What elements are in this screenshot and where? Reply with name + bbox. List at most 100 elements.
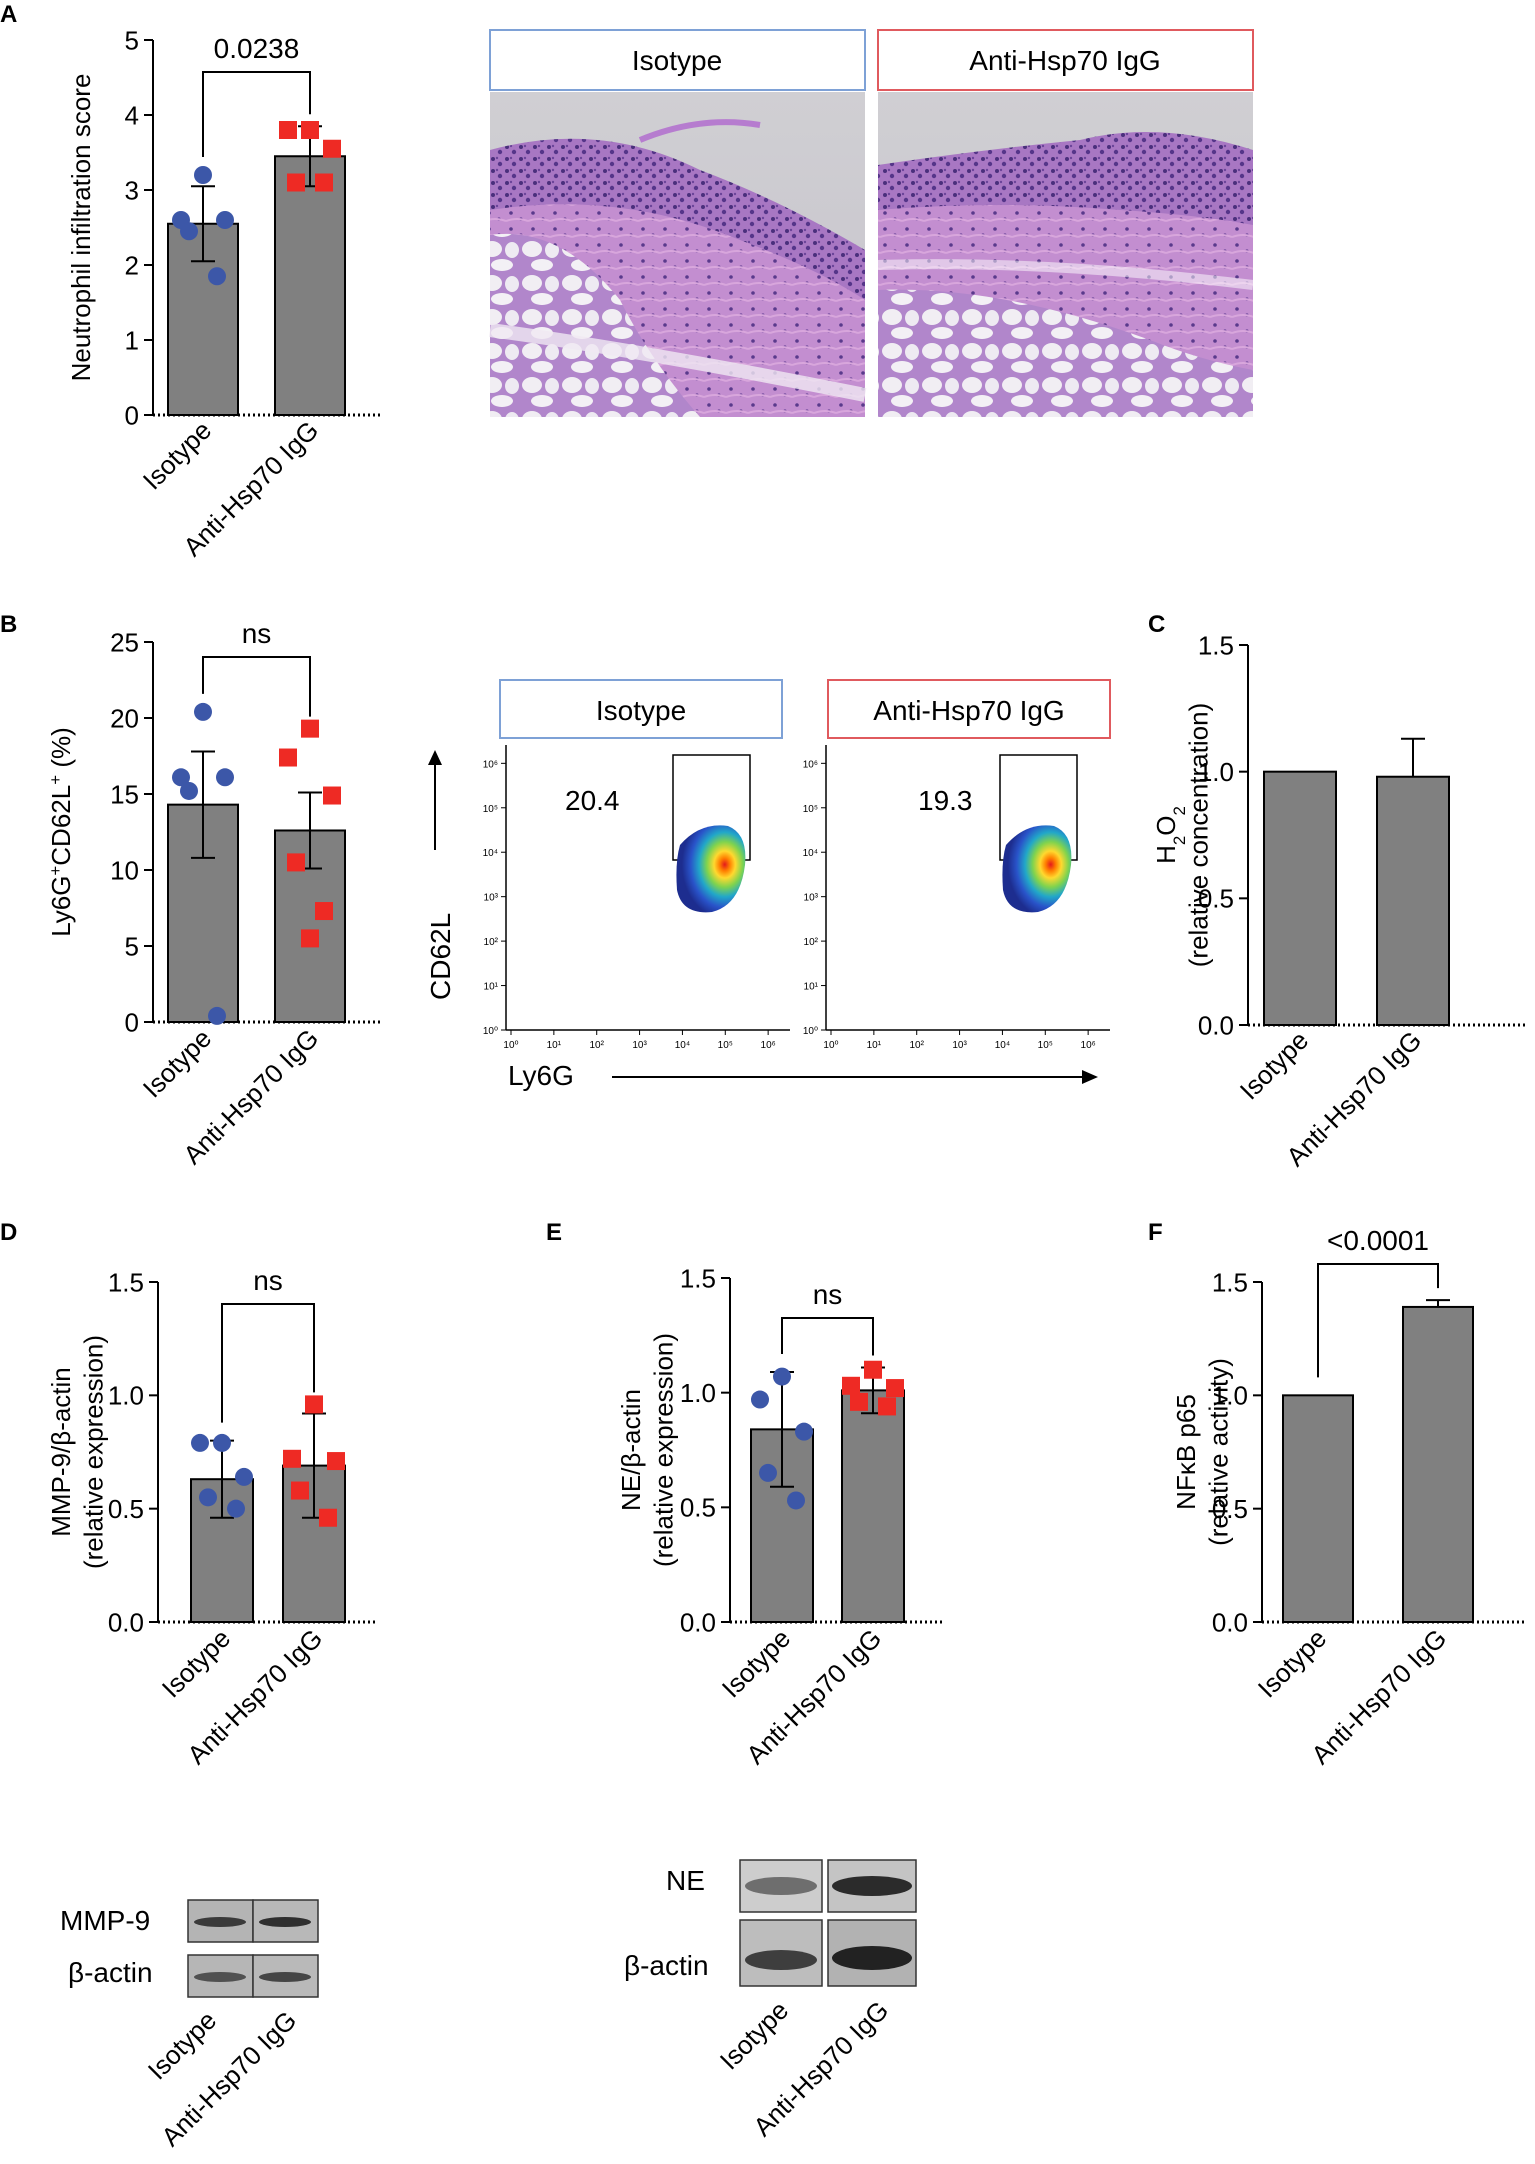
data-point-anti-hsp70 [319, 1508, 337, 1527]
flow-x-tick-label: 10⁴ [995, 1040, 1010, 1051]
histology-label-anti: Anti-Hsp70 IgG [969, 45, 1160, 76]
chart-d: 0.0 0.5 1.0 1.5 MMP-9/β-actin (relative expre… [46, 1265, 378, 1770]
data-point-isotype [208, 267, 226, 286]
histology-label-isotype: Isotype [632, 45, 722, 76]
data-point-isotype [235, 1467, 253, 1486]
flow-y-tick-label: 10³ [484, 893, 499, 904]
blot-lane-anti-1: Anti-Hsp70 IgG [155, 2005, 302, 2152]
data-point-anti-hsp70 [864, 1360, 882, 1379]
data-point-anti-hsp70 [283, 1449, 301, 1468]
comparison-label: ns [253, 1265, 283, 1296]
bar-anti-hsp70 [841, 1389, 905, 1623]
data-point-isotype [227, 1499, 245, 1518]
y-tick-label: 0.0 [1198, 1010, 1234, 1040]
y-tick-label: 0.5 [680, 1493, 716, 1523]
data-point-anti-hsp70 [878, 1397, 896, 1416]
y-tick-label: 1.0 [1212, 1381, 1248, 1411]
comparison-bracket [202, 656, 311, 717]
data-point-isotype [194, 166, 212, 184]
data-point-isotype [751, 1390, 769, 1409]
flow-x-tick-label: 10¹ [867, 1040, 882, 1051]
y-tick-label: 0 [125, 400, 139, 430]
panel-letter-a: A [0, 1, 17, 28]
y-tick-label: 2 [125, 250, 139, 280]
data-point-isotype [180, 222, 198, 241]
flow-y-tick-label: 10⁶ [483, 759, 498, 770]
blot-label-ne: NE [666, 1865, 705, 1896]
y-tick-label: 25 [110, 627, 139, 657]
histology-isotype: Isotype [489, 29, 867, 417]
data-point-isotype [773, 1367, 791, 1386]
flow-x-tick-label: 10² [909, 1040, 924, 1051]
data-point-isotype [180, 781, 198, 800]
band-actin-isotype-1 [194, 1972, 246, 1982]
data-point-isotype [759, 1463, 777, 1482]
x-tick-label: Isotype [1234, 1025, 1314, 1105]
data-point-isotype [199, 1488, 217, 1507]
blot-ne: NE β-actin Isotype Anti-Hsp70 IgG [624, 1859, 917, 2142]
blot-label-actin-1: β-actin [68, 1957, 153, 1988]
data-point-isotype [172, 768, 190, 787]
flow-x-tick-label: 10⁰ [823, 1040, 838, 1051]
flow-label-box-isotype [499, 679, 783, 739]
y-axis-sublabel: (relative expression) [79, 1335, 109, 1569]
bar-isotype [1282, 1394, 1354, 1624]
flow-x-tick-label: 10⁴ [675, 1040, 690, 1051]
data-point-isotype [208, 1006, 226, 1025]
data-point-isotype [191, 1433, 209, 1452]
y-tick-label: 5 [125, 931, 139, 961]
x-tick-label: Isotype [137, 1023, 217, 1103]
y-tick-label: 1 [125, 325, 139, 355]
band-mmp9-anti [259, 1917, 311, 1927]
y-axis-label: H2O2 [1151, 806, 1189, 864]
data-point-isotype [216, 211, 234, 229]
y-tick-label: 1.0 [680, 1378, 716, 1408]
flow-plot-isotype: 10⁰ 10⁰ 10¹ 10¹ 10² 10² 10³ 10³ 10⁴ 10⁴ 10⁵ 10⁵ 10⁶ 1… [483, 759, 776, 1051]
flow-x-tick-label: 10¹ [547, 1040, 562, 1051]
population-isotype [676, 825, 746, 913]
data-point-anti-hsp70 [327, 1452, 345, 1471]
population-anti [1002, 825, 1072, 913]
y-tick-label: 5 [125, 25, 139, 55]
data-point-anti-hsp70 [279, 121, 297, 139]
flow-y-tick-label: 10² [804, 937, 819, 948]
y-tick-label: 0.5 [1212, 1494, 1248, 1524]
data-point-anti-hsp70 [315, 173, 333, 192]
x-tick-label: Isotype [156, 1623, 236, 1703]
y-tick-label: 0.5 [108, 1494, 144, 1524]
flow-y-tick-label: 10⁰ [803, 1026, 818, 1037]
band-actin-isotype-2 [745, 1950, 817, 1970]
data-point-isotype [194, 702, 212, 721]
band-actin-anti-1 [259, 1972, 311, 1982]
comparison-label: ns [242, 618, 272, 649]
y-tick-label: 4 [125, 100, 139, 130]
flow-y-tick-label: 10⁵ [803, 804, 818, 815]
y-tick-label: 20 [110, 703, 139, 733]
chart-f: 0.0 0.5 1.0 1.5 NFκB p65 (relative activity) I… [1171, 1225, 1527, 1770]
y-tick-label: 0.0 [680, 1607, 716, 1637]
data-point-anti-hsp70 [305, 1395, 323, 1414]
histology-label-box-anti [877, 29, 1254, 91]
flow-y-tick-label: 10⁵ [483, 804, 498, 815]
y-tick-label: 3 [125, 175, 139, 205]
comparison-label: ns [813, 1279, 843, 1310]
panel-letter-e: E [546, 1219, 562, 1246]
y-tick-label: 1.5 [1212, 1267, 1248, 1297]
ly6g-label: Ly6G [508, 1060, 574, 1091]
cd62l-label: CD62L [425, 913, 456, 1000]
data-point-anti-hsp70 [301, 121, 319, 139]
y-tick-label: 0.0 [1212, 1607, 1248, 1637]
flow-plot-anti: 10⁰ 10⁰ 10¹ 10¹ 10² 10² 10³ 10³ 10⁴ 10⁴ 10⁵ 10⁵ 10⁶ 1… [803, 759, 1096, 1051]
data-point-isotype [787, 1491, 805, 1510]
bar-isotype [1263, 770, 1337, 1027]
y-axis-sublabel: (relative expression) [649, 1333, 679, 1567]
gate-value-isotype: 20.4 [565, 785, 620, 816]
panel-letter-d: D [0, 1219, 17, 1246]
y-tick-label: 1.5 [1198, 630, 1234, 660]
x-tick-label: Isotype [716, 1623, 796, 1703]
y-axis-label: Neutrophil infiltration score [66, 74, 96, 382]
flow-x-tick-label: 10⁰ [503, 1040, 518, 1051]
data-point-isotype [213, 1433, 231, 1452]
